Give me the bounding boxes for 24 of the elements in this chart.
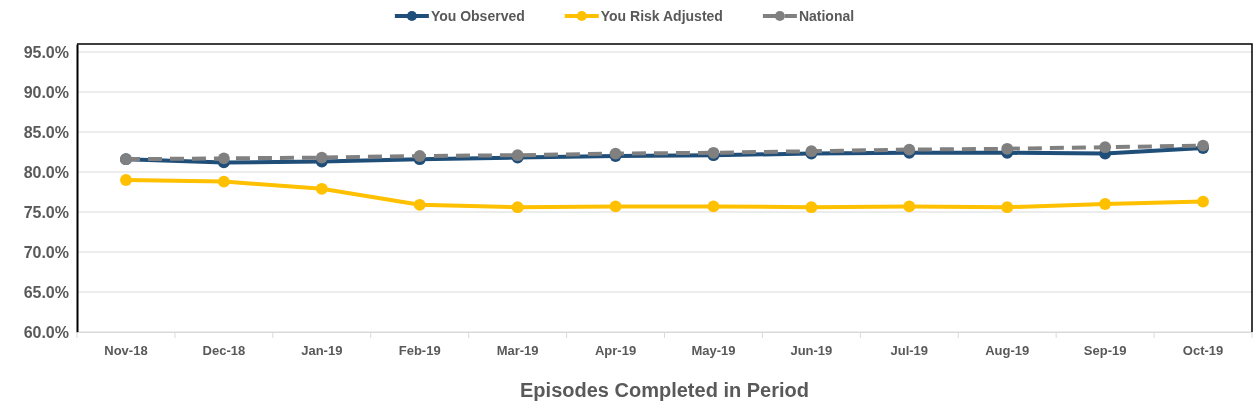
x-axis-title: Episodes Completed in Period xyxy=(520,379,809,401)
x-tick-label: Feb-19 xyxy=(398,343,441,359)
y-tick-label: 75.0% xyxy=(23,203,69,221)
x-tick-label: Aug-19 xyxy=(985,343,1030,359)
legend-label: National xyxy=(798,8,855,24)
x-tick-label: Sep-19 xyxy=(1083,343,1127,359)
x-tick-label: Jan-19 xyxy=(301,343,343,359)
x-tick-label: Apr-19 xyxy=(594,343,637,359)
x-tick-label: Jun-19 xyxy=(790,343,833,359)
x-tick-label: May-19 xyxy=(691,343,736,359)
y-tick-label: 65.0% xyxy=(23,283,69,301)
x-tick-label: Mar-19 xyxy=(496,343,539,359)
y-tick-label: 90.0% xyxy=(23,83,69,101)
y-tick-label: 85.0% xyxy=(23,123,69,141)
y-tick-label: 70.0% xyxy=(23,243,69,261)
x-tick-label: Dec-18 xyxy=(202,343,246,359)
legend-label: You Observed xyxy=(430,8,525,24)
x-tick-label: Oct-19 xyxy=(1182,343,1224,359)
x-tick-label: Jul-19 xyxy=(890,343,929,359)
y-tick-label: 80.0% xyxy=(23,163,69,181)
y-tick-label: 95.0% xyxy=(23,43,69,61)
x-tick-label: Nov-18 xyxy=(104,343,148,359)
y-tick-label: 60.0% xyxy=(23,323,69,341)
legend-label: You Risk Adjusted xyxy=(600,8,723,24)
